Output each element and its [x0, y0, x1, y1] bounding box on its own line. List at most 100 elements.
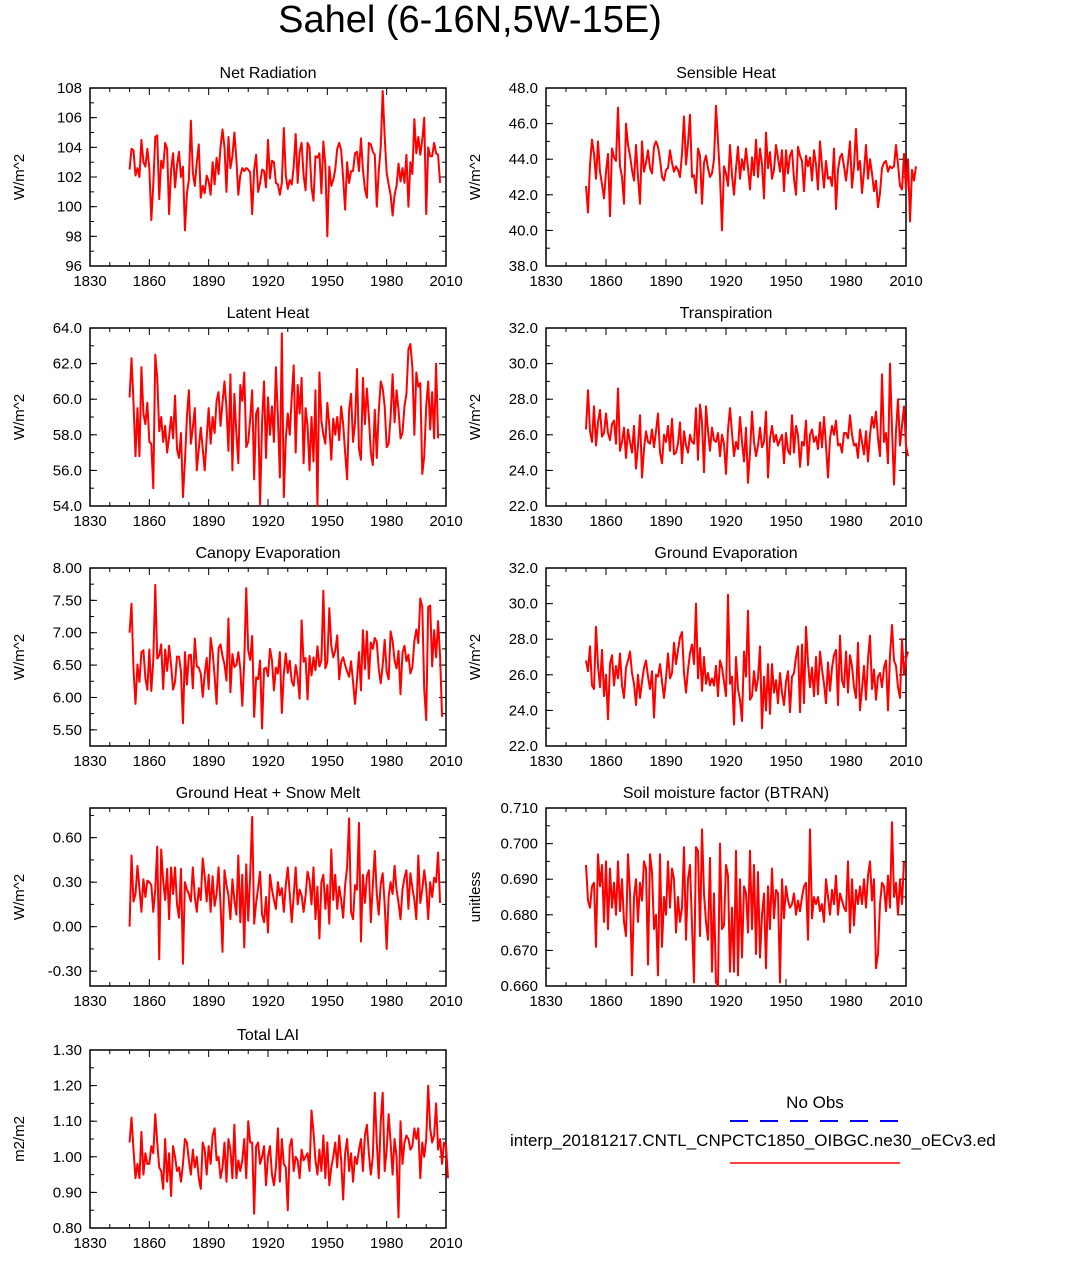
x-tick-label: 1860: [133, 273, 166, 290]
y-axis-label: W/m^2: [11, 634, 28, 680]
x-tick-label: 1890: [649, 513, 682, 530]
x-tick-label: 1830: [529, 513, 562, 530]
plot-frame: [89, 807, 447, 987]
x-tick-label: 1980: [370, 753, 403, 770]
x-tick-label: 1920: [251, 513, 284, 530]
legend-obs-label: No Obs: [786, 1093, 844, 1112]
x-tick-label: 1950: [769, 513, 802, 530]
y-tick-label: 54.0: [53, 498, 82, 515]
x-tick-label: 1830: [73, 993, 106, 1010]
panel-title: Soil moisture factor (BTRAN): [623, 785, 829, 802]
panel-title: Sensible Heat: [676, 65, 776, 82]
x-tick-label: 1890: [192, 273, 225, 290]
y-tick-label: 22.0: [509, 498, 538, 515]
x-tick-label: 1920: [251, 993, 284, 1010]
panel-transpiration: Transpiration W/m^2 1830 1860 1890 1920 1950 19…: [467, 305, 923, 530]
y-tick-label: 7.00: [53, 625, 82, 642]
x-tick-label: 1980: [370, 993, 403, 1010]
x-tick-label: 1890: [192, 1235, 225, 1252]
y-tick-label: 26.0: [509, 667, 538, 684]
y-tick-label: 28.0: [509, 391, 538, 408]
y-tick-label: 32.0: [509, 560, 538, 577]
y-tick-label: 62.0: [53, 356, 82, 373]
x-tick-label: 2010: [429, 513, 462, 530]
legend-model-label: interp_20181217.CNTL_CNPCTC1850_OIBGC.ne…: [510, 1131, 996, 1150]
x-tick-label: 1830: [529, 753, 562, 770]
y-tick-label: 46.0: [509, 116, 538, 133]
y-tick-label: 108: [57, 80, 82, 97]
x-tick-label: 1920: [709, 993, 742, 1010]
y-tick-label: 102: [57, 169, 82, 186]
y-axis-label: m2/m2: [11, 1116, 28, 1162]
y-tick-label: 1.00: [53, 1149, 82, 1166]
y-tick-label: 100: [57, 199, 82, 216]
x-tick-label: 1950: [769, 993, 802, 1010]
x-tick-label: 1920: [251, 273, 284, 290]
panel-net-radiation: Net Radiation W/m^2 1830 1860 1890 1920 1950 19…: [11, 65, 463, 290]
panel-title: Canopy Evaporation: [196, 545, 341, 562]
y-axis-label: W/m^2: [11, 874, 28, 920]
x-tick-label: 1980: [370, 513, 403, 530]
panel-title: Ground Heat + Snow Melt: [176, 785, 361, 802]
x-tick-label: 1950: [311, 1235, 344, 1252]
x-tick-label: 1950: [311, 993, 344, 1010]
x-tick-label: 1920: [709, 753, 742, 770]
y-tick-label: 0.660: [500, 978, 538, 995]
x-tick-label: 1860: [133, 513, 166, 530]
y-tick-label: 0.30: [53, 874, 82, 891]
y-axis-label: W/m^2: [11, 154, 28, 200]
y-tick-label: 6.00: [53, 689, 82, 706]
x-tick-label: 1860: [133, 753, 166, 770]
x-tick-label: 1980: [829, 993, 862, 1010]
x-tick-label: 2010: [889, 993, 922, 1010]
x-tick-label: 1980: [829, 513, 862, 530]
y-tick-label: 28.0: [509, 631, 538, 648]
x-tick-label: 2010: [889, 273, 922, 290]
y-tick-label: 1.30: [53, 1042, 82, 1059]
y-tick-label: 5.50: [53, 722, 82, 739]
y-tick-label: 8.00: [53, 560, 82, 577]
panel-title: Net Radiation: [220, 65, 317, 82]
x-tick-label: 1830: [529, 993, 562, 1010]
y-tick-label: 0.710: [500, 800, 538, 817]
panel-title: Latent Heat: [227, 305, 310, 322]
y-tick-label: 64.0: [53, 320, 82, 337]
y-tick-label: 1.10: [53, 1113, 82, 1130]
x-tick-label: 1830: [529, 273, 562, 290]
series-line: [128, 89, 442, 238]
y-tick-label: 22.0: [509, 738, 538, 755]
y-tick-label: 0.60: [53, 830, 82, 847]
x-tick-label: 1860: [589, 513, 622, 530]
y-tick-label: 0.690: [500, 871, 538, 888]
x-tick-label: 1860: [133, 993, 166, 1010]
series-line: [585, 821, 905, 987]
panel-ground-evaporation: Ground Evaporation W/m^2 1830 1860 1890 1920 1…: [467, 545, 923, 770]
plot-frame: [89, 1049, 447, 1229]
x-tick-label: 1860: [133, 1235, 166, 1252]
y-tick-label: 44.0: [509, 151, 538, 168]
y-tick-label: 30.0: [509, 596, 538, 613]
x-tick-label: 1920: [251, 753, 284, 770]
x-tick-label: 1890: [649, 273, 682, 290]
x-tick-label: 1980: [370, 1235, 403, 1252]
y-tick-label: 1.20: [53, 1078, 82, 1095]
x-tick-label: 2010: [429, 273, 462, 290]
series-line: [585, 362, 909, 486]
panel-ground-heat-snow-melt: Ground Heat + Snow Melt W/m^2 1830 1860 1890…: [11, 785, 463, 1010]
x-tick-label: 1830: [73, 513, 106, 530]
x-tick-label: 1830: [73, 753, 106, 770]
y-axis-label: W/m^2: [11, 394, 28, 440]
y-tick-label: 104: [57, 139, 82, 156]
panel-sensible-heat: Sensible Heat W/m^2 1830 1860 1890 1920 1950 19…: [467, 65, 923, 290]
y-axis-label: W/m^2: [467, 394, 484, 440]
y-tick-label: 38.0: [509, 258, 538, 275]
x-tick-label: 1890: [649, 753, 682, 770]
x-tick-label: 1980: [370, 273, 403, 290]
y-tick-label: 0.00: [53, 919, 82, 936]
y-tick-label: 0.90: [53, 1184, 82, 1201]
panel-title: Transpiration: [680, 305, 773, 322]
x-tick-label: 1830: [73, 273, 106, 290]
x-tick-label: 2010: [429, 1235, 462, 1252]
panel-canopy-evaporation: Canopy Evaporation W/m^2 1830 1860 1890 1920 1…: [11, 545, 463, 770]
